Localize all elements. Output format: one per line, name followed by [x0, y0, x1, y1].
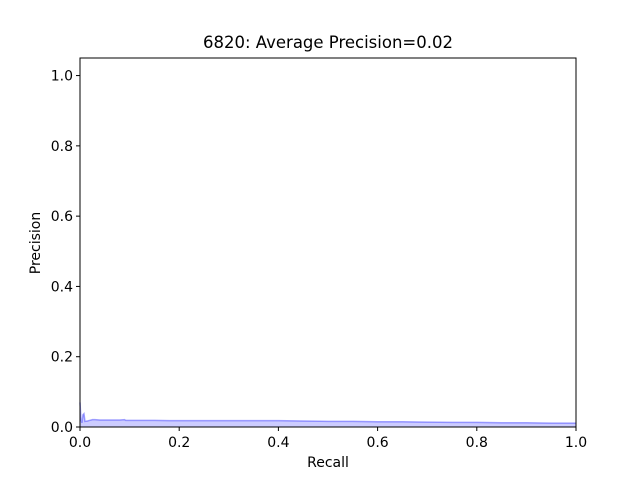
y-tick-label: 0.2: [51, 350, 73, 366]
x-tick-label: 0.4: [267, 435, 289, 451]
y-axis-label: Precision: [28, 212, 44, 274]
x-tick-label: 0.0: [69, 435, 91, 451]
plot-frame: [79, 57, 577, 428]
x-tick-label: 1.0: [565, 435, 587, 451]
axes: 0.0 0.2 0.4 0.6 0.8 1.0 0.0 0.2 0.4 0.6 0.8 1.0: [51, 57, 587, 451]
y-tick-label: 0.8: [51, 139, 73, 155]
x-tick-label: 0.2: [168, 435, 190, 451]
y-tick-label: 0.0: [51, 420, 73, 436]
y-tick-label: 0.6: [51, 209, 73, 225]
y-tick-label: 0.4: [51, 279, 73, 295]
x-axis-label: Recall: [307, 455, 349, 471]
chart-title: 6820: Average Precision=0.02: [203, 33, 453, 52]
pr-area-fill: [80, 402, 576, 427]
pr-curve-line: [79, 402, 576, 424]
plot-area: [79, 402, 576, 427]
x-tick-label: 0.8: [466, 435, 488, 451]
x-tick-label: 0.6: [366, 435, 388, 451]
y-tick-label: 1.0: [51, 69, 73, 85]
